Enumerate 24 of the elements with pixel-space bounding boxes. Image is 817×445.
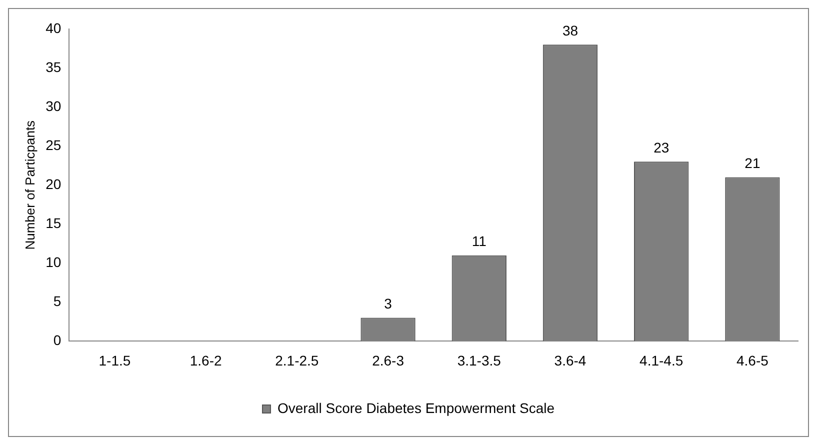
data-label: 21 bbox=[744, 155, 760, 172]
y-tick-label: 0 bbox=[53, 332, 62, 348]
x-tick-label: 1.6-2 bbox=[190, 352, 222, 368]
data-label: 23 bbox=[654, 140, 670, 156]
x-tick-label: 2.6-3 bbox=[372, 352, 404, 368]
y-tick-label: 30 bbox=[46, 98, 62, 114]
y-tick-label: 15 bbox=[46, 214, 62, 231]
y-tick-label: 40 bbox=[46, 20, 62, 36]
y-tick-label: 10 bbox=[46, 254, 62, 270]
x-tick-label: 4.1-4.5 bbox=[640, 352, 684, 368]
x-tick-label: 4.6-5 bbox=[736, 352, 769, 368]
y-tick-label: 5 bbox=[53, 293, 62, 310]
y-axis-title: Number of Particpants bbox=[22, 120, 38, 250]
data-label: 11 bbox=[472, 233, 487, 250]
legend-label: Overall Score Diabetes Empowerment Scale bbox=[277, 400, 555, 416]
y-tick-label: 35 bbox=[46, 58, 62, 75]
x-tick-label: 2.1-2.5 bbox=[275, 352, 319, 368]
x-tick-label: 3.1-3.5 bbox=[457, 352, 502, 368]
data-label: 38 bbox=[562, 22, 578, 38]
data-label: 3 bbox=[384, 296, 392, 312]
y-tick-label: 20 bbox=[46, 176, 62, 192]
y-tick-label: 25 bbox=[46, 136, 62, 153]
x-tick-label: 3.6-4 bbox=[554, 352, 586, 368]
x-tick-label: 1-1.5 bbox=[98, 352, 131, 368]
